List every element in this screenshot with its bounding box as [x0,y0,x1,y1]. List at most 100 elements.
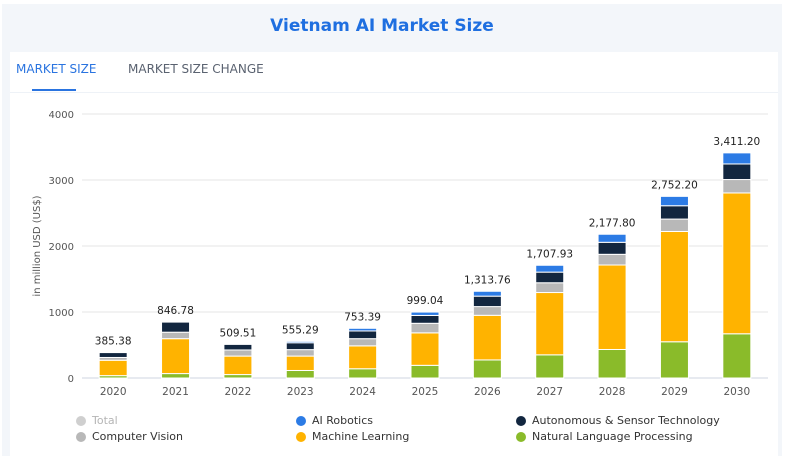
legend-label: Computer Vision [92,430,184,443]
legend-dot-icon [76,431,86,442]
total-data-label: 999.04 [407,295,444,307]
bar-segment-machine-learning [223,355,253,376]
x-tick-label: 2023 [287,386,314,398]
stacked-bar-chart: in million USD (US$) 0 1000 2000 3000 4000 38… [32,110,768,398]
bar-segment-ai-robotics [659,195,689,207]
tab-market-size[interactable]: MARKET SIZE [16,62,97,76]
bar-segment-natural-language-processing [161,373,191,379]
legend-label: Autonomous & Sensor Technology [532,414,720,427]
bar-segment-machine-learning [285,355,315,371]
bar-segment-natural-language-processing [472,359,502,379]
y-tick-label: 0 [68,374,74,385]
legend-item[interactable]: Total [76,414,118,427]
total-data-label: 2,752.20 [651,179,698,191]
bar-segment-natural-language-processing [348,368,378,379]
bar-segment-computer-vision [348,338,378,347]
bar-segment-computer-vision [535,282,565,294]
chart-title: Vietnam AI Market Size [270,16,494,36]
y-tick-label: 4000 [49,110,74,121]
total-data-label: 385.38 [95,336,132,348]
legend-label: Total [92,414,118,427]
bar-segment-autonomous-sensor-technology [223,343,253,351]
legend-item[interactable]: Computer Vision [76,430,183,443]
bar-segment-computer-vision [597,253,627,266]
bar-segment-computer-vision [659,218,689,232]
legend-dot-icon [76,415,86,426]
bar-segment-ai-robotics [535,264,565,273]
bar-segment-machine-learning [348,345,378,370]
total-data-label: 3,411.20 [713,136,760,148]
bar-segment-natural-language-processing [597,348,627,379]
widget: Vietnam AI Market Size MARKET SIZE MARKE… [2,4,782,456]
bar-segment-autonomous-sensor-technology [285,342,315,351]
bar-segment-natural-language-processing [223,374,253,379]
bar-segment-autonomous-sensor-technology [98,352,128,358]
legend-dot-icon [296,431,306,442]
bar-segment-ai-robotics [597,233,627,243]
bar-segment-autonomous-sensor-technology [597,241,627,255]
bar-segment-natural-language-processing [659,341,689,379]
bar-segment-computer-vision [285,349,315,357]
bar-segment-machine-learning [722,192,752,335]
legend-label: Natural Language Processing [532,430,693,443]
bar-segment-autonomous-sensor-technology [472,295,502,308]
bar-segment-natural-language-processing [410,364,440,379]
bar-segment-autonomous-sensor-technology [722,163,752,181]
legend-dot-icon [296,415,306,426]
bar-segment-natural-language-processing [285,369,315,379]
total-data-label: 846.78 [157,305,194,317]
x-tick-label: 2021 [162,386,189,398]
y-tick-label: 3000 [49,176,74,187]
bar-segment-autonomous-sensor-technology [659,205,689,220]
bar-segment-machine-learning [98,359,128,377]
legend-label: Machine Learning [312,430,410,443]
total-data-label: 509.51 [220,327,257,339]
x-tick-label: 2027 [536,386,563,398]
x-tick-label: 2020 [100,386,127,398]
total-data-label: 1,313.76 [464,274,511,286]
active-tab-indicator [32,89,76,91]
bar-segment-autonomous-sensor-technology [535,271,565,284]
x-tick-label: 2026 [474,386,501,398]
bar-segment-computer-vision [223,349,253,357]
bar-segment-computer-vision [410,322,440,334]
bar-segment-ai-robotics [348,327,378,332]
y-tick-label: 2000 [49,242,74,253]
bar-segment-autonomous-sensor-technology [410,314,440,324]
legend-dot-icon [516,415,526,426]
bar-segment-ai-robotics [285,340,315,344]
x-tick-label: 2028 [599,386,626,398]
bar-segment-computer-vision [161,331,191,340]
legend-item[interactable]: AI Robotics [296,414,373,427]
legend-item[interactable]: Autonomous & Sensor Technology [516,414,720,427]
y-axis-label: in million USD (US$) [32,195,43,296]
total-data-label: 1,707.93 [526,248,573,260]
bar-segment-computer-vision [722,179,752,194]
y-tick-label: 1000 [49,308,74,319]
total-data-label: 555.29 [282,324,319,336]
bar-segment-machine-learning [597,264,627,350]
legend-label: AI Robotics [312,414,374,427]
x-tick-label: 2030 [723,386,750,398]
bar-segment-computer-vision [472,306,502,316]
bar-segment-ai-robotics [410,311,440,316]
bar-segment-natural-language-processing [722,333,752,379]
bar-segment-machine-learning [161,338,191,375]
x-tick-label: 2024 [349,386,376,398]
bar-segment-machine-learning [410,332,440,366]
bar-segment-machine-learning [659,230,689,343]
tab-divider [10,92,778,93]
legend-item[interactable]: Natural Language Processing [516,430,693,443]
legend-item[interactable]: Machine Learning [296,430,409,443]
bar-segment-machine-learning [535,292,565,356]
x-tick-label: 2022 [225,386,252,398]
bar-segment-ai-robotics [722,152,752,165]
bar-segment-autonomous-sensor-technology [161,321,191,333]
total-data-label: 753.39 [344,311,381,323]
tab-market-size-change[interactable]: MARKET SIZE CHANGE [128,62,264,76]
legend-dot-icon [516,431,526,442]
bar-segment-autonomous-sensor-technology [348,330,378,340]
bar-segment-ai-robotics [472,290,502,297]
bar-segment-machine-learning [472,314,502,361]
x-tick-label: 2029 [661,386,688,398]
